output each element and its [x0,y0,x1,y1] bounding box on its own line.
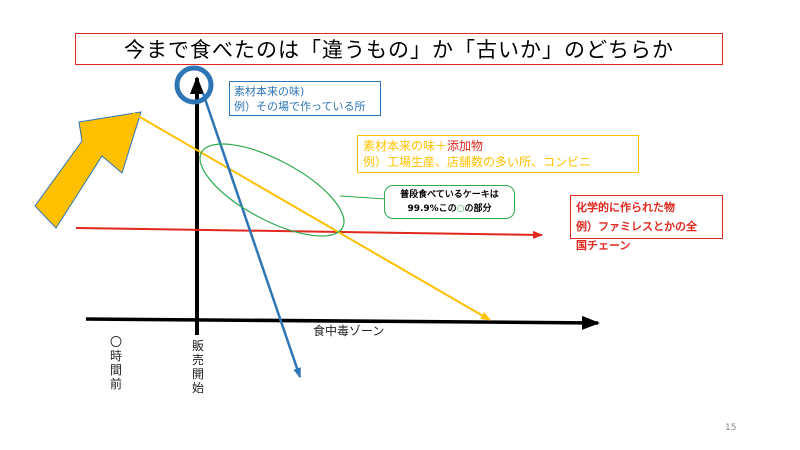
big-orange-arrow [34,111,142,229]
orange-line [132,112,491,321]
chemical-line1: 化学的に作られた物 [576,201,675,214]
chemical-line3: 国チェーン [576,239,631,252]
hours-before-char: 間 [109,363,122,377]
hours-before-char: 前 [109,377,122,391]
additive-line1-accent: 添加物 [447,139,484,153]
cake-callout-line2: 99.9%この○の部分 [385,202,514,216]
cake-callout-line2-c: の部分 [464,204,492,214]
cake-callout-line1: 普段食べているケーキは [400,190,499,200]
additive-line1-base: 素材本来の味＋ [363,139,448,153]
additive-box: 素材本来の味＋添加物 例）工場生産、店舗数の多い所、コンビニ [357,135,639,173]
sale-start-label: 販 売 開 始 [190,339,206,395]
callout-connector [339,195,387,200]
sale-start-char: 販 [191,339,204,353]
blue-line [201,92,302,378]
sale-start-char: 開 [191,367,204,381]
top-blue-circle [174,65,214,105]
sale-start-char: 始 [191,381,204,395]
additive-line2: 例）工場生産、店舗数の多い所、コンビニ [363,155,592,169]
natural-taste-line2: 例）その場で作っている所 [234,100,366,113]
green-ellipse [199,143,345,237]
food-poisoning-zone-label: 食中毒ゾーン [313,324,385,338]
cake-callout: 普段食べているケーキは 99.9%この○の部分 [384,185,515,219]
additive-line1: 素材本来の味＋添加物 [363,138,633,154]
chemical-box: 化学的に作られた物 例）ファミレスとかの全 国チェーン [570,195,723,252]
x-axis [85,315,600,330]
cake-callout-line2-a: 99.9%この [407,204,457,214]
page-title: 今まで食べたのは「違うもの」か「古いか」のどちらか [75,33,723,65]
hours-before-char: 時 [109,349,122,363]
sale-start-char: 売 [191,353,204,367]
natural-taste-line1: 素材本来の味) [234,85,305,98]
hours-before-char: 〇 [109,335,122,349]
cake-callout-circle: ○ [456,204,465,214]
hours-before-label: 〇 時 間 前 [108,335,124,391]
chemical-line2: 例）ファミレスとかの全 [576,220,697,233]
page-number: 15 [725,423,737,433]
natural-taste-box: 素材本来の味) 例）その場で作っている所 [229,81,381,116]
red-line [75,227,543,239]
